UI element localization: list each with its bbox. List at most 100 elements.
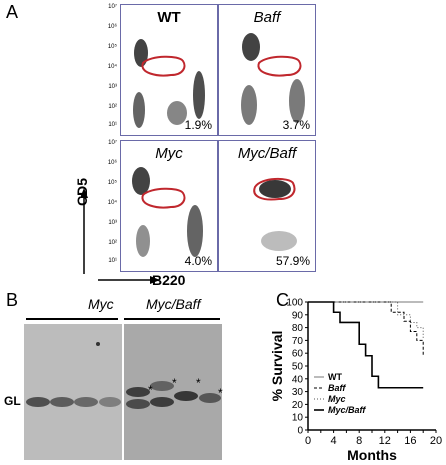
ytick: 10⁴	[107, 64, 117, 70]
ytick: 10²	[108, 104, 117, 110]
ytick: 10⁶	[107, 160, 117, 166]
ytick: 10³	[108, 220, 117, 226]
flow-y-arrow	[80, 188, 88, 274]
ytick: 10⁴	[107, 200, 117, 206]
cell-cluster	[259, 180, 291, 198]
flow-plot-title: Baff	[253, 9, 281, 26]
gel-right	[124, 324, 222, 460]
legend-label: Myc	[328, 394, 346, 404]
y-tick-label: 90	[292, 310, 304, 321]
x-tick-label: 4	[331, 435, 337, 447]
ytick: 10¹	[108, 122, 117, 128]
cell-cluster	[261, 231, 297, 251]
gel-spot	[96, 342, 100, 346]
cell-cluster	[289, 79, 305, 123]
gel-left	[24, 324, 122, 460]
x-tick-label: 20	[430, 435, 442, 447]
gel-band	[50, 397, 74, 407]
cell-cluster	[136, 225, 150, 257]
gel-group-bar-myc	[26, 318, 118, 320]
y-tick-label: 10	[292, 413, 304, 424]
gel-group-label-myc-baff: Myc/Baff	[146, 296, 201, 312]
x-tick-label: 8	[356, 435, 362, 447]
gate	[257, 55, 302, 77]
gate-percentage: 3.7%	[282, 118, 310, 132]
gel-background	[24, 324, 122, 460]
y-tick-label: 20	[292, 400, 304, 411]
x-tick-label: 16	[404, 435, 416, 447]
gel-band	[126, 387, 150, 397]
gel-band-marker: *	[196, 376, 201, 390]
cell-cluster	[241, 85, 257, 125]
ytick: 10⁷	[108, 4, 117, 10]
gel-lanes-right	[124, 324, 222, 460]
cell-cluster	[187, 205, 203, 257]
cell-cluster	[132, 167, 150, 195]
ytick: 10⁷	[108, 140, 117, 146]
series-line-myc	[308, 301, 424, 338]
x-tick-label: 0	[305, 435, 311, 447]
ytick: 10²	[108, 240, 117, 246]
cell-cluster	[167, 101, 187, 125]
flow-plot-title: Myc/Baff	[237, 145, 297, 162]
gel-band-marker: *	[148, 383, 153, 397]
flow-x-arrow	[98, 276, 160, 284]
flow-scatter	[133, 39, 205, 128]
y-arrow-head	[80, 188, 88, 198]
ytick: 10¹	[108, 258, 117, 264]
series-line-myc-baff	[308, 301, 424, 389]
y-tick-label: 30	[292, 387, 304, 398]
gel-band	[150, 381, 174, 391]
cell-cluster	[134, 39, 148, 67]
gel-band-marker: *	[218, 386, 223, 400]
y-axis-label: % Survival	[272, 331, 285, 402]
legend-label: Baff	[328, 383, 346, 393]
flow-y-axis-label: CD5	[74, 177, 90, 206]
gel-figure: Myc Myc/Baff * * * * GL	[0, 290, 270, 465]
panel-letter-b: B	[6, 290, 19, 310]
gel-band	[99, 397, 121, 407]
gel-band-marker: *	[172, 376, 177, 390]
y-tick-label: 60	[292, 349, 304, 360]
gel-band-label: GL	[4, 394, 21, 408]
flow-plot-myc: Myc 4.0%	[120, 140, 218, 272]
ytick: 10⁵	[107, 44, 117, 50]
flow-plot-title: WT	[157, 9, 181, 26]
y-tick-label: 70	[292, 336, 304, 347]
x-tick-label: 12	[379, 435, 391, 447]
flow-scatter	[241, 33, 305, 125]
ytick: 10³	[108, 84, 117, 90]
cell-cluster	[193, 71, 205, 119]
flow-plot-myc-baff: Myc/Baff 57.9%	[218, 140, 316, 272]
ytick: 10⁵	[107, 180, 117, 186]
panel-letter-c: C	[276, 290, 289, 310]
flow-scatter	[132, 167, 203, 257]
legend-label: WT	[328, 372, 342, 382]
cell-cluster	[242, 33, 260, 61]
gel-band	[199, 393, 221, 403]
gel-band	[174, 391, 198, 401]
flow-yticks-top: 10⁷ 10⁶ 10⁵ 10⁴ 10³ 10² 10¹	[95, 4, 119, 132]
gel-band	[74, 397, 98, 407]
y-tick-label: 80	[292, 323, 304, 334]
flow-plot-wt: WT 1.9%	[120, 4, 218, 136]
gel-band	[126, 399, 150, 409]
legend-label: Myc/Baff	[328, 405, 366, 415]
gel-group-label-myc: Myc	[88, 296, 114, 312]
cell-cluster	[133, 92, 145, 128]
gel-lanes-left	[24, 324, 122, 460]
gate	[141, 55, 186, 77]
y-tick-label: 50	[292, 362, 304, 373]
ytick: 10⁶	[107, 24, 117, 30]
gate-percentage: 57.9%	[275, 254, 310, 268]
flow-scatter	[253, 177, 297, 251]
y-tick-label: 0	[297, 426, 303, 437]
flow-x-axis-label: B220	[152, 272, 186, 288]
gel-band	[150, 397, 174, 407]
gate-percentage: 4.0%	[184, 254, 212, 268]
y-tick-label: 40	[292, 374, 304, 385]
gate	[253, 177, 296, 201]
flow-plot-title: Myc	[155, 145, 183, 162]
gate-percentage: 1.9%	[184, 118, 212, 132]
